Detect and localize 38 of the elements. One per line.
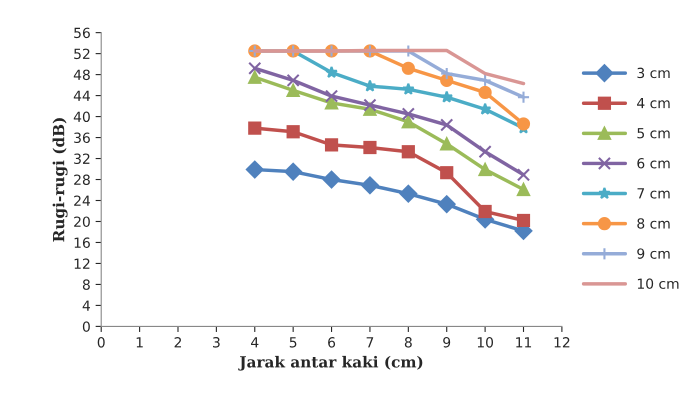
- y-tick-label: 36: [74, 132, 90, 144]
- x-tick-label: 7: [366, 337, 374, 348]
- y-tick-label: 56: [74, 28, 90, 38]
- x-tick-label: 11: [516, 337, 532, 348]
- y-tick-label: 16: [74, 237, 90, 248]
- y-axis-title: Rugi-rugi (dB): [52, 118, 68, 242]
- y-tick-label: 48: [74, 70, 90, 80]
- x-tick-label: 2: [174, 337, 182, 348]
- x-tick-label: 10: [478, 337, 494, 348]
- legend-label: 3 cm: [637, 68, 670, 78]
- y-tick-label: 4: [82, 300, 90, 311]
- y-tick-label: 32: [74, 154, 90, 164]
- legend-label: 9 cm: [637, 248, 670, 259]
- x-tick-label: 9: [443, 337, 450, 348]
- x-tick-label: 12: [554, 337, 570, 348]
- y-tick-label: 44: [74, 90, 90, 101]
- legend-label: 10 cm: [638, 278, 678, 289]
- x-tick-label: 0: [98, 337, 105, 348]
- x-tick-label: 1: [136, 337, 143, 348]
- legend-label: 5 cm: [637, 128, 670, 138]
- y-tick-label: 8: [82, 279, 90, 290]
- legend-label: 8 cm: [637, 218, 670, 229]
- x-axis-title: Jarak antar kaki (cm): [238, 356, 422, 371]
- y-tick-label: 0: [82, 321, 90, 332]
- x-tick-label: 6: [328, 337, 336, 348]
- x-tick-label: 4: [251, 337, 258, 348]
- x-tick-label: 3: [213, 337, 220, 348]
- legend-label: 4 cm: [637, 98, 670, 108]
- legend-label: 7 cm: [638, 188, 670, 199]
- legend-label: 6 cm: [637, 158, 670, 168]
- y-tick-label: 52: [74, 48, 90, 60]
- y-tick-label: 20: [74, 216, 90, 227]
- y-tick-label: 12: [74, 258, 90, 269]
- y-tick-label: 24: [74, 195, 90, 206]
- y-tick-label: 40: [74, 112, 90, 122]
- x-tick-label: 5: [290, 337, 296, 348]
- y-tick-label: 28: [74, 174, 90, 185]
- x-tick-label: 8: [404, 337, 412, 348]
